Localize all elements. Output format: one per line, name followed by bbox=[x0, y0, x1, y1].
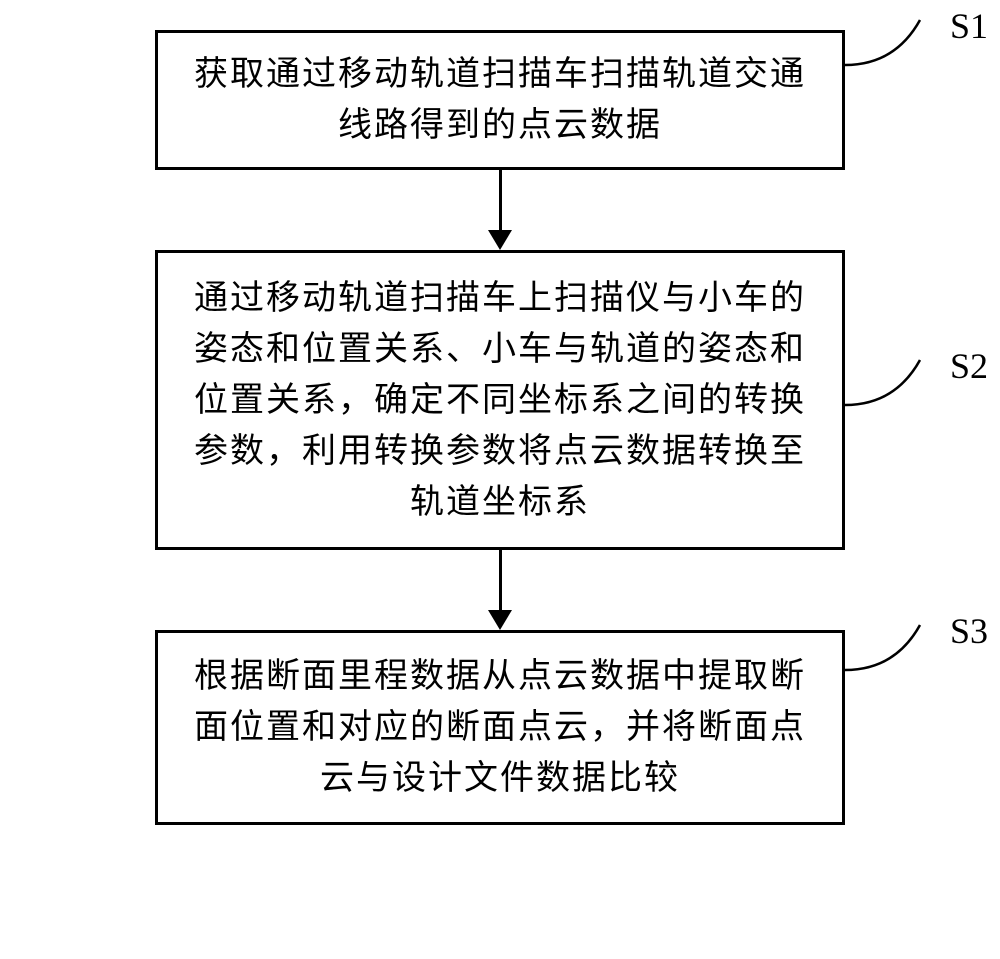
step-s2-label: S2 bbox=[950, 345, 988, 387]
step-s1-box: 获取通过移动轨道扫描车扫描轨道交通线路得到的点云数据 bbox=[155, 30, 845, 170]
connector-s2 bbox=[845, 350, 955, 420]
arrow-head-2 bbox=[488, 610, 512, 630]
step-s2-wrapper: 通过移动轨道扫描车上扫描仪与小车的姿态和位置关系、小车与轨道的姿态和位置关系，确… bbox=[155, 250, 845, 550]
arrow-s2-s3 bbox=[488, 550, 512, 630]
flowchart-container: 获取通过移动轨道扫描车扫描轨道交通线路得到的点云数据 S1 通过移动轨道扫描车上… bbox=[60, 30, 940, 825]
step-s3-label: S3 bbox=[950, 610, 988, 652]
connector-s3 bbox=[845, 615, 955, 685]
step-s1-label: S1 bbox=[950, 5, 988, 47]
connector-s1 bbox=[845, 10, 955, 80]
step-s2-text: 通过移动轨道扫描车上扫描仪与小车的姿态和位置关系、小车与轨道的姿态和位置关系，确… bbox=[183, 273, 817, 528]
arrow-s1-s2 bbox=[488, 170, 512, 250]
step-s1-wrapper: 获取通过移动轨道扫描车扫描轨道交通线路得到的点云数据 S1 bbox=[155, 30, 845, 170]
arrow-line-1 bbox=[499, 170, 502, 230]
step-s3-text: 根据断面里程数据从点云数据中提取断面位置和对应的断面点云，并将断面点云与设计文件… bbox=[183, 651, 817, 804]
arrow-head-1 bbox=[488, 230, 512, 250]
step-s3-box: 根据断面里程数据从点云数据中提取断面位置和对应的断面点云，并将断面点云与设计文件… bbox=[155, 630, 845, 825]
step-s3-wrapper: 根据断面里程数据从点云数据中提取断面位置和对应的断面点云，并将断面点云与设计文件… bbox=[155, 630, 845, 825]
step-s2-box: 通过移动轨道扫描车上扫描仪与小车的姿态和位置关系、小车与轨道的姿态和位置关系，确… bbox=[155, 250, 845, 550]
step-s1-text: 获取通过移动轨道扫描车扫描轨道交通线路得到的点云数据 bbox=[183, 49, 817, 151]
arrow-line-2 bbox=[499, 550, 502, 610]
